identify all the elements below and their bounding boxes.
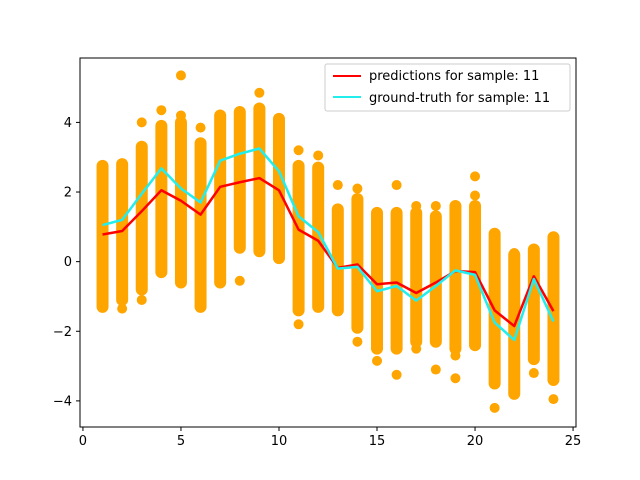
legend-box (324, 63, 571, 112)
scatter-point (391, 180, 402, 191)
scatter-point (117, 303, 128, 314)
scatter-point (548, 394, 559, 405)
scatter-point (313, 150, 324, 161)
scatter-point (528, 368, 539, 379)
x-tick-label: 5 (177, 434, 185, 449)
scatter-point (293, 145, 304, 156)
x-tick-label: 25 (565, 434, 582, 449)
scatter-point (509, 247, 520, 258)
ground-truth-line (102, 147, 555, 342)
scatter-point (489, 402, 500, 413)
x-tick-label: 0 (79, 434, 87, 449)
scatter-point (136, 294, 147, 305)
y-tick-label: 0 (64, 255, 72, 270)
scatter-point (175, 110, 186, 121)
y-tick-label: −2 (53, 325, 72, 340)
scatter-point (372, 355, 383, 366)
predictions-line (102, 176, 555, 328)
scatter-point (450, 373, 461, 384)
y-tick-label: −4 (53, 394, 72, 409)
scatter-point (136, 117, 147, 128)
scatter-point (195, 300, 206, 311)
scatter-point (293, 319, 304, 330)
scatter-point (352, 183, 363, 194)
scatter-point (332, 180, 343, 191)
scatter-point (391, 369, 402, 380)
scatter-point (470, 190, 481, 201)
x-tick-label: 15 (369, 434, 386, 449)
scatter-point (430, 200, 441, 211)
plot-frame (79, 57, 577, 428)
legend-label-ground-truth: ground-truth for sample: 11 (369, 91, 550, 106)
scatter-point (254, 87, 265, 98)
scatter-point (411, 200, 422, 211)
y-tick-label: 2 (64, 186, 72, 201)
legend: predictions for sample: 11 ground-truth … (324, 63, 571, 112)
scatter-point (470, 171, 481, 182)
y-tick-label: 4 (64, 116, 72, 131)
legend-label-predictions: predictions for sample: 11 (369, 69, 539, 84)
scatter-point (352, 336, 363, 347)
scatter-point (411, 343, 422, 354)
scatter-point (195, 122, 206, 133)
scatter-point (234, 275, 245, 286)
scatter-point (156, 105, 167, 116)
line-layer (102, 147, 555, 342)
scatter-point (175, 70, 186, 81)
x-tick-label: 20 (467, 434, 484, 449)
y-axis: −4 −2 0 2 4 (53, 116, 80, 409)
x-axis: 0 5 10 15 20 25 (79, 427, 582, 449)
scatter-point (430, 364, 441, 375)
x-tick-label: 10 (271, 434, 288, 449)
scatter-point (450, 350, 461, 361)
